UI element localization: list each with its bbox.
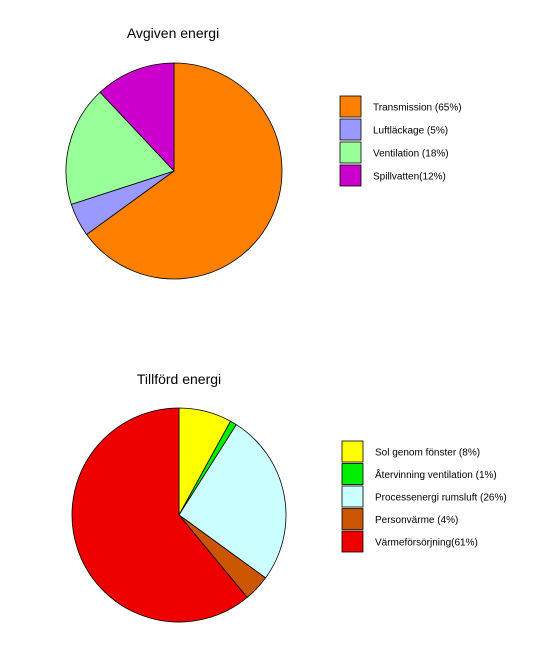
chart-1-legend-swatch-3 xyxy=(339,141,362,164)
chart-2-legend-label-3: Processenergi rumsluft (26%) xyxy=(375,493,507,504)
chart-2-pie xyxy=(71,407,287,623)
chart-1-legend-swatch-1 xyxy=(339,95,362,118)
chart-2-legend-label-1: Sol genom fönster (8%) xyxy=(375,448,480,459)
chart-2-legend-swatch-1 xyxy=(341,440,364,463)
chart-1-legend-swatch-2 xyxy=(339,118,362,141)
chart-1-legend-label-1: Transmission (65%) xyxy=(373,103,462,114)
chart-2-legend-swatch-3 xyxy=(341,485,364,508)
chart-1-slice-4 xyxy=(99,62,175,173)
chart-2-legend-label-5: Värmeförsörjning(61%) xyxy=(375,538,478,549)
chart-1-title: Avgiven energi xyxy=(127,25,219,41)
chart-2-title: Tillförd energi xyxy=(137,371,221,387)
chart-2-legend-swatch-5 xyxy=(341,530,364,553)
chart-2-slice-5 xyxy=(71,407,248,623)
chart-2-slice-3 xyxy=(178,424,287,579)
chart-2-legend: Sol genom fönster (8%) Återvinning ventil… xyxy=(341,440,507,553)
chart-1-legend-swatch-4 xyxy=(339,164,362,187)
chart-1-legend-label-4: Spillvatten(12%) xyxy=(373,172,446,183)
chart-2-legend-label-4: Personvärme (4%) xyxy=(375,515,458,526)
chart-2-legend-swatch-2 xyxy=(341,463,364,485)
chart-2-legend-swatch-4 xyxy=(341,508,364,530)
chart-1-slice-3 xyxy=(65,91,175,205)
chart-1-pie xyxy=(65,62,283,280)
chart-1-legend: Transmission (65%) Luftläckage (5%) Ventil… xyxy=(339,95,462,187)
chart-1-slice-1 xyxy=(86,62,283,280)
chart-1-legend-label-3: Ventilation (18%) xyxy=(373,149,449,160)
chart-2-legend-label-2: Återvinning ventilation (1%) xyxy=(375,468,497,481)
chart-1-legend-label-2: Luftläckage (5%) xyxy=(373,126,448,137)
